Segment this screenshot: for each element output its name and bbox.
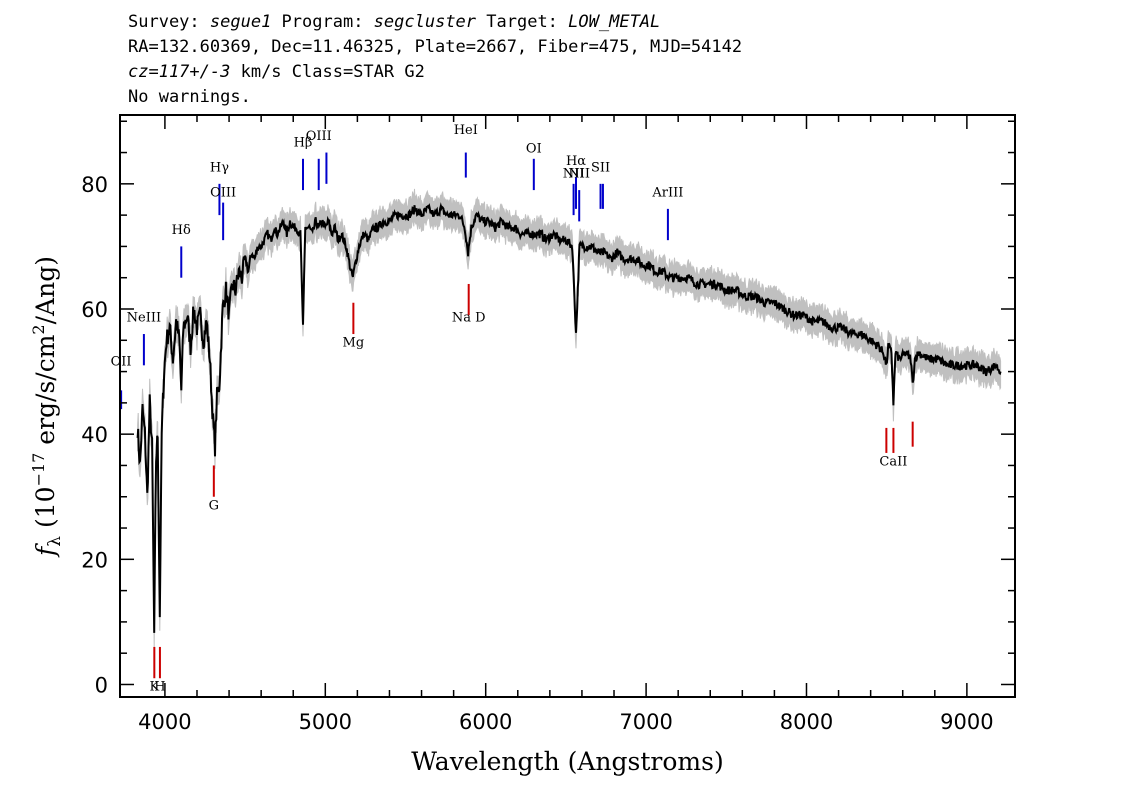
marker-label-12: NII — [568, 167, 590, 182]
x-axis-label: Wavelength (Angstroms) — [411, 747, 723, 776]
program-value: segcluster — [373, 12, 477, 32]
redshift-value: cz=117+/-3 — [128, 62, 231, 82]
marker-label-18: G — [209, 498, 219, 513]
y-tick-label: 80 — [81, 173, 108, 197]
marker-label-3: Hγ — [210, 160, 229, 175]
x-tick-label: 7000 — [619, 710, 672, 734]
x-tick-label: 6000 — [459, 710, 512, 734]
y-axis-label: fλ (10−17 erg/s/cm2/Ang) — [29, 256, 65, 558]
marker-label-4: OIII — [210, 185, 236, 200]
marker-label-15: ArIII — [651, 185, 683, 200]
survey-value: segue1 — [209, 12, 272, 32]
flux-series-group — [136, 202, 1002, 633]
x-tick-label: 4000 — [138, 710, 191, 734]
y-tick-label: 20 — [81, 548, 108, 572]
marker-label-1: NeIII — [127, 311, 161, 326]
header-line-2: RA=132.60369, Dec=11.46325, Plate=2667, … — [128, 37, 743, 57]
program-label: Program: — [271, 12, 374, 32]
target-label: Target: — [476, 12, 569, 32]
marker-label-10: NII — [563, 167, 585, 182]
marker-label-9: OI — [526, 142, 542, 157]
error-band — [137, 188, 1002, 650]
marker-label-20: Na D — [452, 311, 486, 326]
marker-label-22: CaII — [879, 454, 907, 469]
x-tick-label: 9000 — [940, 710, 993, 734]
header-line-4: No warnings. — [128, 87, 251, 107]
y-tick-label: 40 — [81, 423, 108, 447]
y-tick-label: 0 — [95, 673, 108, 697]
marker-label-5: Hβ — [294, 135, 313, 150]
x-tick-label: 8000 — [780, 710, 833, 734]
marker-label-11: Hα — [566, 154, 586, 169]
error-band-group — [137, 188, 1002, 650]
marker-label-16: K — [149, 680, 159, 695]
marker-label-6: OIII — [306, 129, 332, 144]
plot-frame — [119, 114, 1016, 698]
survey-label: Survey: — [128, 12, 210, 32]
marker-label-0: OII — [111, 354, 132, 369]
marker-label-2: Hδ — [172, 223, 191, 238]
y-tick-label: 60 — [81, 298, 108, 322]
marker-label-8: HeI — [454, 123, 478, 138]
flux-line — [136, 202, 1002, 633]
marker-label-17: H — [154, 680, 165, 695]
class-text: km/s Class=STAR G2 — [230, 62, 425, 82]
x-tick-label: 5000 — [299, 710, 352, 734]
header-line-1: Survey: segue1 Program: segcluster Targe… — [128, 12, 660, 33]
marker-label-13: SII — [591, 160, 610, 175]
marker-label-19: Mg — [343, 336, 365, 351]
target-value: LOW_METAL — [568, 12, 661, 32]
axes-group: 4000 5000 6000 7000 8000 9000 0 20 40 60 80 — [81, 114, 1016, 734]
header-line-3: cz=117+/-3 km/s Class=STAR G2 — [128, 62, 425, 83]
